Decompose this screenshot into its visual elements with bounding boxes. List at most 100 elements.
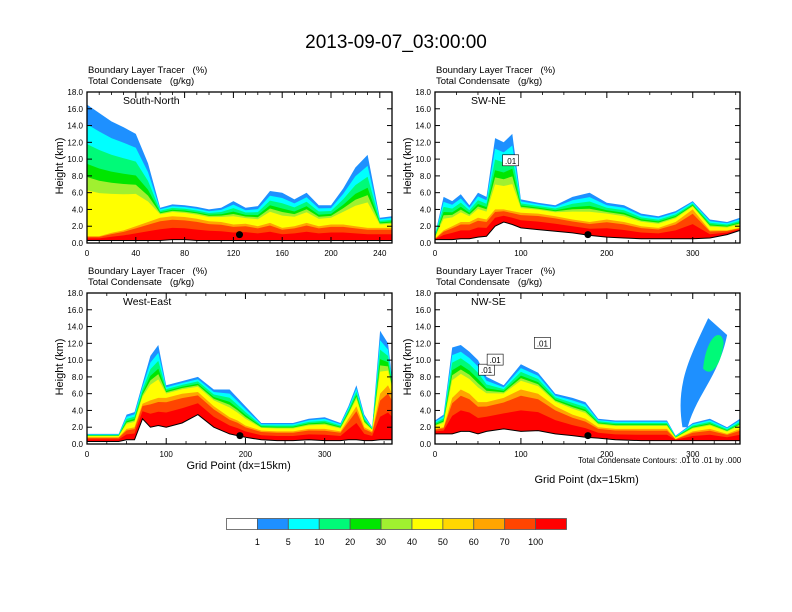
x-tick-label: 300 xyxy=(318,450,332,459)
plot-area: .01.01.010.02.04.06.08.010.012.014.016.0… xyxy=(415,289,741,459)
cross-section-panel-nw-se: .01.01.01 0.0 2.0 4.0 6.0 8.0 10.0 12.0 14.0 16.0… xyxy=(415,289,741,459)
y-tick-label: 16.0 xyxy=(415,306,431,315)
contour-label: .01 xyxy=(481,366,493,375)
cross-section-label: West-East xyxy=(123,296,171,308)
colorbar xyxy=(226,518,567,530)
panel-subtitle: Boundary Layer Tracer (%) xyxy=(88,266,208,277)
x-tick-label: 0 xyxy=(85,249,90,258)
y-tick-label: 0.0 xyxy=(72,440,84,449)
cross-section-panel-south-north: 0.0 2.0 4.0 6.0 8.0 10.0 12.0 14.0 16.0 18.0 0 40 80… xyxy=(67,88,393,258)
tracer-core-2 xyxy=(87,403,392,442)
y-tick-label: 16.0 xyxy=(415,105,431,114)
location-marker xyxy=(236,432,244,440)
y-tick-label: 14.0 xyxy=(67,122,83,131)
colorbar-swatch xyxy=(257,518,289,530)
colorbar-level-label: 50 xyxy=(437,537,448,547)
x-tick-label: 100 xyxy=(514,450,528,459)
panel-subtitle: Boundary Layer Tracer (%) xyxy=(436,266,556,277)
x-tick-label: 120 xyxy=(227,249,241,258)
y-tick-label: 10.0 xyxy=(67,356,83,365)
colorbar-level-label: 100 xyxy=(528,537,544,547)
colorbar-swatch xyxy=(442,518,475,530)
location-marker xyxy=(584,432,592,440)
x-tick-label: 200 xyxy=(600,249,614,258)
colorbar-swatch xyxy=(380,518,413,530)
x-tick-label: 100 xyxy=(514,249,528,258)
colorbar-swatch xyxy=(226,518,258,530)
x-tick-label: 200 xyxy=(600,450,614,459)
y-axis-label: Height (km) xyxy=(402,338,414,396)
x-tick-label: 0 xyxy=(85,450,90,459)
location-marker xyxy=(584,231,592,239)
colorbar-swatch xyxy=(411,518,444,530)
y-tick-label: 12.0 xyxy=(415,138,431,147)
contour-label: .01 xyxy=(505,157,517,166)
y-axis-label: Height (km) xyxy=(402,137,414,195)
y-tick-label: 14.0 xyxy=(67,323,83,332)
panel-subtitle: Total Condensate (g/kg) xyxy=(88,76,195,87)
colorbar-level-label: 60 xyxy=(468,537,479,547)
x-tick-label: 0 xyxy=(433,450,438,459)
panel-subtitle: Total Condensate (g/kg) xyxy=(88,277,195,288)
x-tick-label: 40 xyxy=(131,249,140,258)
panel-subtitle: Boundary Layer Tracer (%) xyxy=(436,65,556,76)
colorbar-level-label: 70 xyxy=(499,537,510,547)
terrain-line xyxy=(435,428,740,442)
x-tick-label: 0 xyxy=(433,249,438,258)
colorbar-swatch xyxy=(349,518,382,530)
y-tick-label: 4.0 xyxy=(420,406,432,415)
upper-plume-core xyxy=(703,334,724,372)
tracer-core-2 xyxy=(435,410,740,441)
y-tick-label: 2.0 xyxy=(72,222,84,231)
y-tick-label: 6.0 xyxy=(72,390,84,399)
tracer-core-2 xyxy=(435,215,740,240)
contour-label: .01 xyxy=(490,356,502,365)
panel-subtitle: Boundary Layer Tracer (%) xyxy=(88,65,208,76)
plot-frame xyxy=(86,91,393,244)
tracer-core-1 xyxy=(87,393,392,442)
colorbar-level-label: 5 xyxy=(285,537,291,547)
y-axis-label: Height (km) xyxy=(54,338,66,396)
y-tick-label: 10.0 xyxy=(415,155,431,164)
plot-frame xyxy=(434,292,741,445)
y-tick-label: 6.0 xyxy=(420,390,432,399)
contour-label-box xyxy=(486,353,504,366)
x-tick-label: 160 xyxy=(276,249,290,258)
x-tick-label: 200 xyxy=(239,450,253,459)
y-tick-label: 14.0 xyxy=(415,122,431,131)
y-tick-label: 6.0 xyxy=(72,189,84,198)
plot-area: 0.0 2.0 4.0 6.0 8.0 10.0 12.0 14.0 16.0 18.0 0 40 80… xyxy=(67,88,393,258)
x-tick-label: 300 xyxy=(686,450,700,459)
y-tick-label: 4.0 xyxy=(420,205,432,214)
upper-plume xyxy=(680,318,728,428)
tracer-band-5 xyxy=(435,184,740,240)
x-axis-label: Grid Point (dx=15km) xyxy=(534,474,639,486)
x-tick-label: 200 xyxy=(324,249,338,258)
y-tick-label: 18.0 xyxy=(415,289,431,298)
contour-label-box xyxy=(478,363,495,376)
x-tick-label: 300 xyxy=(686,249,700,258)
y-tick-label: 2.0 xyxy=(420,423,432,432)
terrain-line xyxy=(435,221,741,241)
x-tick-label: 240 xyxy=(373,249,387,258)
panel-subtitle: Total Condensate (g/kg) xyxy=(436,76,543,87)
y-tick-label: 8.0 xyxy=(420,373,432,382)
y-tick-label: 8.0 xyxy=(72,373,84,382)
y-tick-label: 16.0 xyxy=(67,105,83,114)
y-tick-label: 10.0 xyxy=(415,356,431,365)
x-axis-label: Grid Point (dx=15km) xyxy=(186,460,291,472)
y-tick-label: 4.0 xyxy=(72,406,84,415)
x-tick-label: 80 xyxy=(180,249,189,258)
y-tick-label: 18.0 xyxy=(67,289,83,298)
plot-area: 0.0 2.0 4.0 6.0 8.0 10.0 12.0 14.0 16.0 18.0 0 100 2… xyxy=(67,289,393,459)
main-title: 2013-09-07_03:00:00 xyxy=(305,32,487,53)
contour-label-box xyxy=(502,154,519,167)
y-tick-label: 18.0 xyxy=(415,88,431,97)
y-tick-label: 8.0 xyxy=(72,172,84,181)
y-tick-label: 12.0 xyxy=(415,339,431,348)
cross-section-label: South-North xyxy=(123,95,180,107)
cross-section-label: NW-SE xyxy=(471,296,506,308)
terrain-line xyxy=(87,239,392,241)
y-tick-label: 8.0 xyxy=(420,172,432,181)
panel-subtitle: Total Condensate (g/kg) xyxy=(436,277,543,288)
